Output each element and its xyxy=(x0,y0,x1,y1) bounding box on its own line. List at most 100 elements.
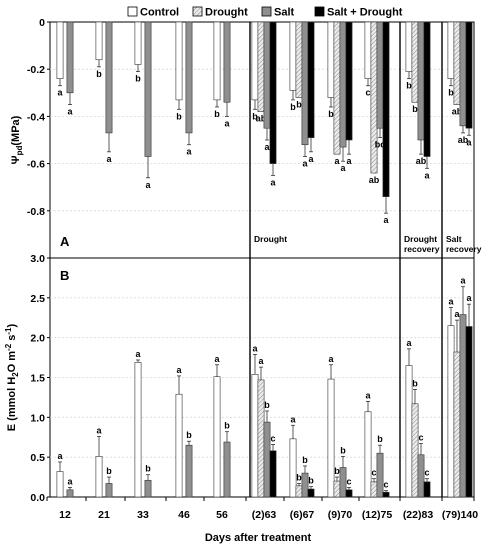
bar-control-0 xyxy=(56,21,64,79)
bar-control-5 xyxy=(251,21,259,101)
significance-letter: ab xyxy=(416,156,427,166)
bar-salt-3 xyxy=(185,21,193,134)
bar-control-4 xyxy=(213,376,221,498)
significance-letter: a xyxy=(334,156,340,166)
x-tick-label: (22)83 xyxy=(403,509,434,521)
bar-drought-5 xyxy=(257,21,265,112)
y-axis-title: E (mmol H2O m-2 s-1) xyxy=(4,323,20,431)
bar-drought-6 xyxy=(295,21,303,98)
significance-letter: a xyxy=(214,354,220,364)
panel-b: 0.0 0.5 1.0 1.5 2.0 2.5 3.0 B E (mmol H2O m-2 s-… xyxy=(4,253,475,504)
bar-drought-8 xyxy=(370,21,378,174)
bar-salt-5 xyxy=(263,421,271,498)
bar-salt-8 xyxy=(376,21,384,129)
bar-salt-9 xyxy=(417,21,425,141)
significance-letter: a xyxy=(67,107,73,117)
bar-salt-0 xyxy=(66,21,74,94)
legend-label: Salt xyxy=(274,7,295,19)
y-tick-label: 2.0 xyxy=(30,333,45,345)
x-tick-label: (79)140 xyxy=(442,509,478,521)
significance-letter: a xyxy=(258,356,264,366)
significance-letter: b xyxy=(106,466,112,476)
y-tick-label: 0 xyxy=(39,17,45,29)
significance-letter: b xyxy=(186,430,192,440)
significance-letter: b xyxy=(224,421,230,431)
phase-label: Salt recovery xyxy=(446,234,482,254)
legend-label: Drought xyxy=(205,7,248,19)
legend-item-drought: Drought xyxy=(192,6,248,19)
significance-letter: b xyxy=(334,466,340,476)
significance-letter: a xyxy=(346,156,352,166)
significance-letter: c xyxy=(418,433,423,443)
significance-letter: c xyxy=(424,468,429,478)
y-tick-label: 1.5 xyxy=(30,373,45,385)
bar-salt-drought-6 xyxy=(307,21,315,138)
bar-control-10 xyxy=(447,325,455,498)
significance-letter: a xyxy=(270,177,276,187)
bar-salt-drought-10 xyxy=(465,21,473,129)
x-tick-label: (12)75 xyxy=(362,509,393,521)
significance-letter: a xyxy=(308,154,314,164)
significance-letter: c xyxy=(365,88,370,98)
x-tick-label: 56 xyxy=(216,509,228,521)
significance-letter: a xyxy=(96,425,102,435)
bar-control-7 xyxy=(327,21,335,98)
significance-letter: a xyxy=(264,142,270,152)
bar-drought-7 xyxy=(333,21,341,155)
y-tick-label: 1.0 xyxy=(30,412,45,424)
phase-label: Drought xyxy=(254,234,287,244)
significance-letter: ab xyxy=(369,175,380,185)
bar-drought-8 xyxy=(370,481,378,498)
significance-letter: a xyxy=(454,309,460,319)
significance-letter: b xyxy=(176,111,182,121)
significance-letter: a xyxy=(290,414,296,424)
y-tick-label: -0.4 xyxy=(27,111,45,123)
significance-letter: b xyxy=(328,109,334,119)
bar-salt-3 xyxy=(185,444,193,498)
y-tick-label: 0.0 xyxy=(30,492,45,504)
significance-letter: b xyxy=(308,476,314,486)
significance-letter: c xyxy=(383,480,388,490)
bar-drought-10 xyxy=(453,351,461,498)
bar-salt-4 xyxy=(223,441,231,498)
significance-letter: b xyxy=(448,88,454,98)
legend-swatch xyxy=(261,6,272,17)
bar-drought-10 xyxy=(453,21,461,105)
bar-salt-9 xyxy=(417,454,425,498)
phase-label: Drought recovery xyxy=(404,234,440,254)
bar-salt-drought-9 xyxy=(423,481,431,498)
significance-letter: a xyxy=(466,137,472,147)
y-tick-label: -0.8 xyxy=(27,206,45,218)
significance-letter: a xyxy=(406,338,412,348)
bar-salt-drought-8 xyxy=(382,21,390,197)
bar-salt-1 xyxy=(105,483,113,498)
significance-letter: a xyxy=(252,343,258,353)
significance-letter: a xyxy=(460,276,466,286)
bar-control-1 xyxy=(95,21,103,61)
bar-control-4 xyxy=(213,21,221,101)
bar-salt-drought-5 xyxy=(269,21,277,164)
significance-letter: a xyxy=(135,349,141,359)
significance-letter: a xyxy=(67,476,73,486)
bar-salt-drought-7 xyxy=(345,489,353,498)
significance-letter: b xyxy=(96,69,102,79)
bar-salt-drought-9 xyxy=(423,21,431,157)
legend-swatch xyxy=(127,6,138,17)
bar-control-6 xyxy=(289,438,297,498)
legend-label: Control xyxy=(140,7,179,19)
bar-control-6 xyxy=(289,21,297,91)
bar-salt-4 xyxy=(223,21,231,103)
bar-control-3 xyxy=(175,21,183,101)
bar-control-7 xyxy=(327,378,335,498)
significance-letter: b xyxy=(302,455,308,465)
bar-control-5 xyxy=(251,374,259,498)
legend-swatch xyxy=(192,6,203,17)
x-axis-title: Days after treatment xyxy=(205,532,312,544)
bar-salt-7 xyxy=(339,21,347,148)
legend: Control Drought Salt Salt + Drought xyxy=(127,6,403,19)
bar-salt-drought-8 xyxy=(382,491,390,498)
significance-letter: a xyxy=(224,118,230,128)
significance-letter: a xyxy=(328,354,334,364)
bar-drought-9 xyxy=(411,403,419,498)
